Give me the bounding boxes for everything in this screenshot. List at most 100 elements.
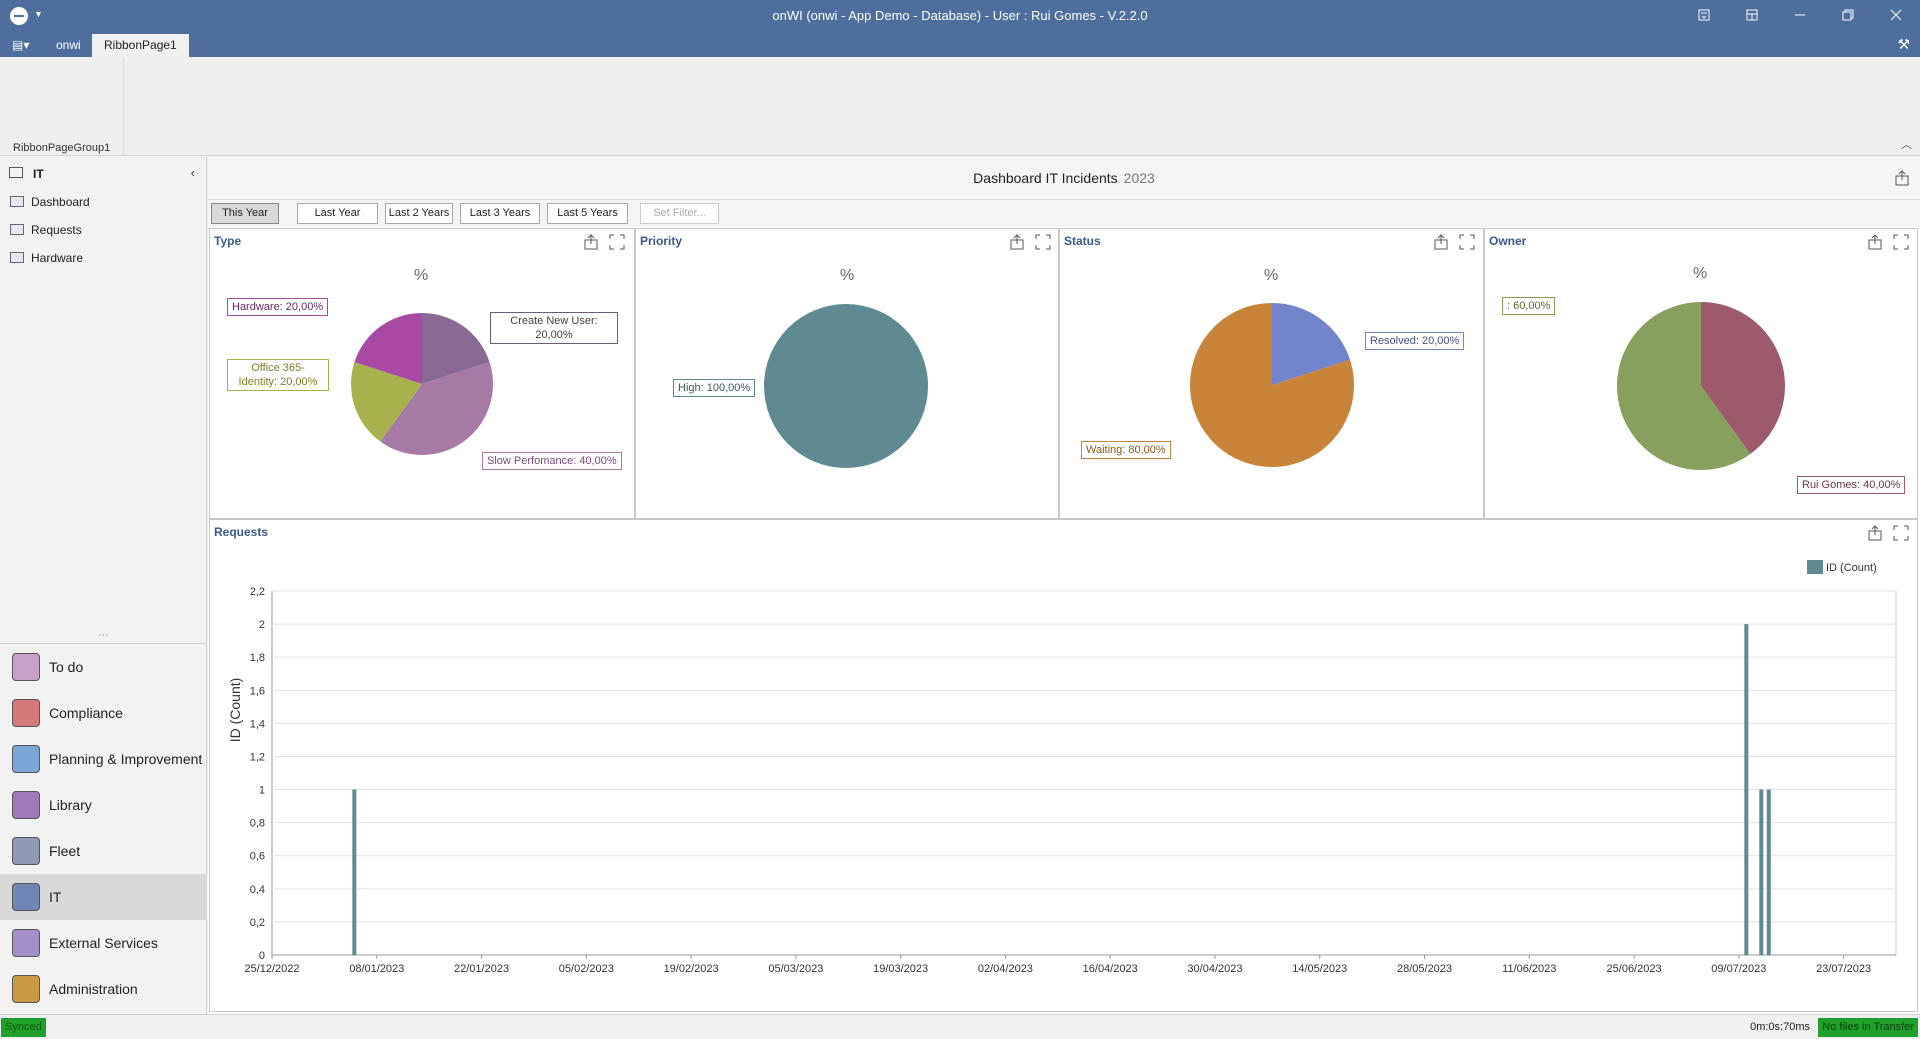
nav-splitter[interactable]: ⋯ <box>98 630 109 641</box>
computer-icon <box>12 883 40 911</box>
requests-panel: Requests 0 0,2 0,4 0,6 0,8 1 1,2 1,4 1,6 1,8 2 2,2 … <box>209 519 1918 1012</box>
pie-slice[interactable] <box>1272 303 1350 385</box>
x-tick-label: 14/05/2023 <box>1292 963 1347 975</box>
nav-group-todo[interactable]: To do <box>0 644 207 690</box>
compliance-icon <box>12 699 40 727</box>
maximize-icon[interactable] <box>1893 234 1909 250</box>
pie-label: Hardware: 20,00% <box>227 298 329 316</box>
pie-slice[interactable] <box>1190 303 1354 467</box>
restore-button[interactable] <box>1824 0 1872 32</box>
x-tick-label: 25/12/2022 <box>244 963 299 975</box>
bar[interactable] <box>1759 789 1764 955</box>
y-tick-label: 2,2 <box>250 586 265 598</box>
minimize-icon <box>1795 14 1805 16</box>
nav-group-fleet[interactable]: Fleet <box>0 828 207 874</box>
nav-group-administration[interactable]: Administration <box>0 966 207 1012</box>
filter-last-2-years-button[interactable]: Last 2 Years <box>385 203 453 224</box>
application-menu-icon[interactable]: ▤▾ <box>12 38 30 52</box>
nav-item-requests[interactable]: Requests <box>0 218 207 240</box>
requests-panel-title: Requests <box>214 525 269 539</box>
y-tick-label: 1,6 <box>250 685 265 697</box>
nav-item-label: Hardware <box>31 251 84 265</box>
nav-group-label: Library <box>49 797 92 813</box>
y-axis-label: ID (Count) <box>227 678 243 743</box>
nav-group-label: IT <box>49 889 62 905</box>
export-icon[interactable] <box>1894 170 1910 186</box>
status-bar: Synced 0m:0s:70ms No files in Transfer <box>0 1014 1920 1039</box>
collapse-nav-icon[interactable]: ‹ <box>190 165 195 180</box>
filter-bar: This Year Last Year Last 2 Years Last 3 … <box>208 200 1920 227</box>
pie-slice[interactable] <box>351 362 422 442</box>
quick-access-dropdown-icon[interactable]: ▼ <box>34 9 43 19</box>
ribbon-tab-strip: ▤▾ onwi RibbonPage1 ⚒ <box>0 32 1920 57</box>
close-button[interactable] <box>1872 0 1920 32</box>
nav-item-label: Requests <box>31 223 82 237</box>
maximize-icon[interactable] <box>609 234 625 250</box>
ribbon-collapse-icon[interactable]: ︿ <box>1901 139 1912 151</box>
bar[interactable] <box>1766 789 1771 955</box>
pie-slice[interactable] <box>354 313 422 384</box>
window-title: onWI (onwi - App Demo - Database) - User… <box>772 8 1148 23</box>
x-tick-label: 16/04/2023 <box>1083 963 1138 975</box>
export-icon[interactable] <box>1867 234 1883 250</box>
filter-this-year-button[interactable]: This Year <box>211 203 279 224</box>
title-bar: ▼ onWI (onwi - App Demo - Database) - Us… <box>0 0 1920 32</box>
y-tick-label: 1,8 <box>250 652 265 664</box>
x-tick-label: 05/03/2023 <box>768 963 823 975</box>
tab-onwi[interactable]: onwi <box>56 38 81 52</box>
x-tick-label: 11/06/2023 <box>1502 963 1556 975</box>
owner-panel-title: Owner <box>1489 234 1527 248</box>
minimize-button[interactable] <box>1776 0 1824 32</box>
pie-label: Slow Perfomance: 40,00% <box>482 452 622 470</box>
tools-icon[interactable]: ⚒ <box>1897 36 1910 52</box>
pie-slice[interactable] <box>1701 302 1785 454</box>
type-panel: Type % Hardware: 20,00% Create New User:… <box>209 228 635 519</box>
filter-last-5-years-button[interactable]: Last 5 Years <box>547 203 628 224</box>
maximize-icon[interactable] <box>1459 234 1475 250</box>
pie-label: Create New User: 20,00% <box>490 312 618 344</box>
maximize-icon[interactable] <box>1893 525 1909 541</box>
filter-last-3-years-button[interactable]: Last 3 Years <box>460 203 540 224</box>
nav-group-external-services[interactable]: External Services <box>0 920 207 966</box>
export-icon[interactable] <box>1433 234 1449 250</box>
nav-group-library[interactable]: Library <box>0 782 207 828</box>
pie-slice[interactable] <box>1617 302 1751 470</box>
nav-group-label: External Services <box>49 935 158 951</box>
ribbon-group: RibbonPageGroup1 <box>0 57 124 156</box>
nav-group-planning[interactable]: Planning & Improvement <box>0 736 207 782</box>
set-filter-button[interactable]: Set Filter... <box>640 203 719 224</box>
ribbon-display-options-button[interactable] <box>1680 0 1728 32</box>
y-tick-label: 1,2 <box>250 751 265 763</box>
dashboard: Dashboard IT Incidents 2023 This Year Las… <box>208 157 1920 1014</box>
type-panel-title: Type <box>214 234 242 248</box>
nav-item-dashboard[interactable]: Dashboard <box>0 190 207 212</box>
nav-group-label: To do <box>49 659 84 675</box>
nav-item-hardware[interactable]: Hardware <box>0 246 207 268</box>
bar[interactable] <box>1744 624 1749 955</box>
app-logo-icon[interactable] <box>10 7 28 25</box>
export-icon[interactable] <box>1009 234 1025 250</box>
pie-label: : 60,00% <box>1502 297 1556 315</box>
it-module-icon <box>9 167 23 178</box>
pie-slice[interactable] <box>422 313 490 384</box>
pie-slice[interactable] <box>380 362 493 455</box>
airplane-icon <box>12 837 40 865</box>
owner-panel: Owner % : 60,00% Rui Gomes: 40,00% <box>1484 228 1918 519</box>
tab-ribbon-page1[interactable]: RibbonPage1 <box>92 34 189 57</box>
pie-title: % <box>840 267 855 284</box>
nav-group-compliance[interactable]: Compliance <box>0 690 207 736</box>
priority-panel: Priority % High: 100,00% <box>635 228 1059 519</box>
x-tick-label: 05/02/2023 <box>559 963 614 975</box>
maximize-icon[interactable] <box>1035 234 1051 250</box>
x-tick-label: 23/07/2023 <box>1816 963 1871 975</box>
bar[interactable] <box>352 789 357 955</box>
elapsed-time: 0m:0s:70ms <box>1750 1021 1810 1033</box>
filter-last-year-button[interactable]: Last Year <box>297 203 378 224</box>
dashboard-title: Dashboard IT Incidents 2023 <box>208 157 1920 200</box>
layout-button[interactable] <box>1728 0 1776 32</box>
export-icon[interactable] <box>1867 525 1883 541</box>
pie-slice[interactable] <box>764 304 928 468</box>
pie-label: Resolved: 20,00% <box>1365 332 1465 350</box>
nav-group-it[interactable]: IT <box>0 874 207 920</box>
export-icon[interactable] <box>583 234 599 250</box>
